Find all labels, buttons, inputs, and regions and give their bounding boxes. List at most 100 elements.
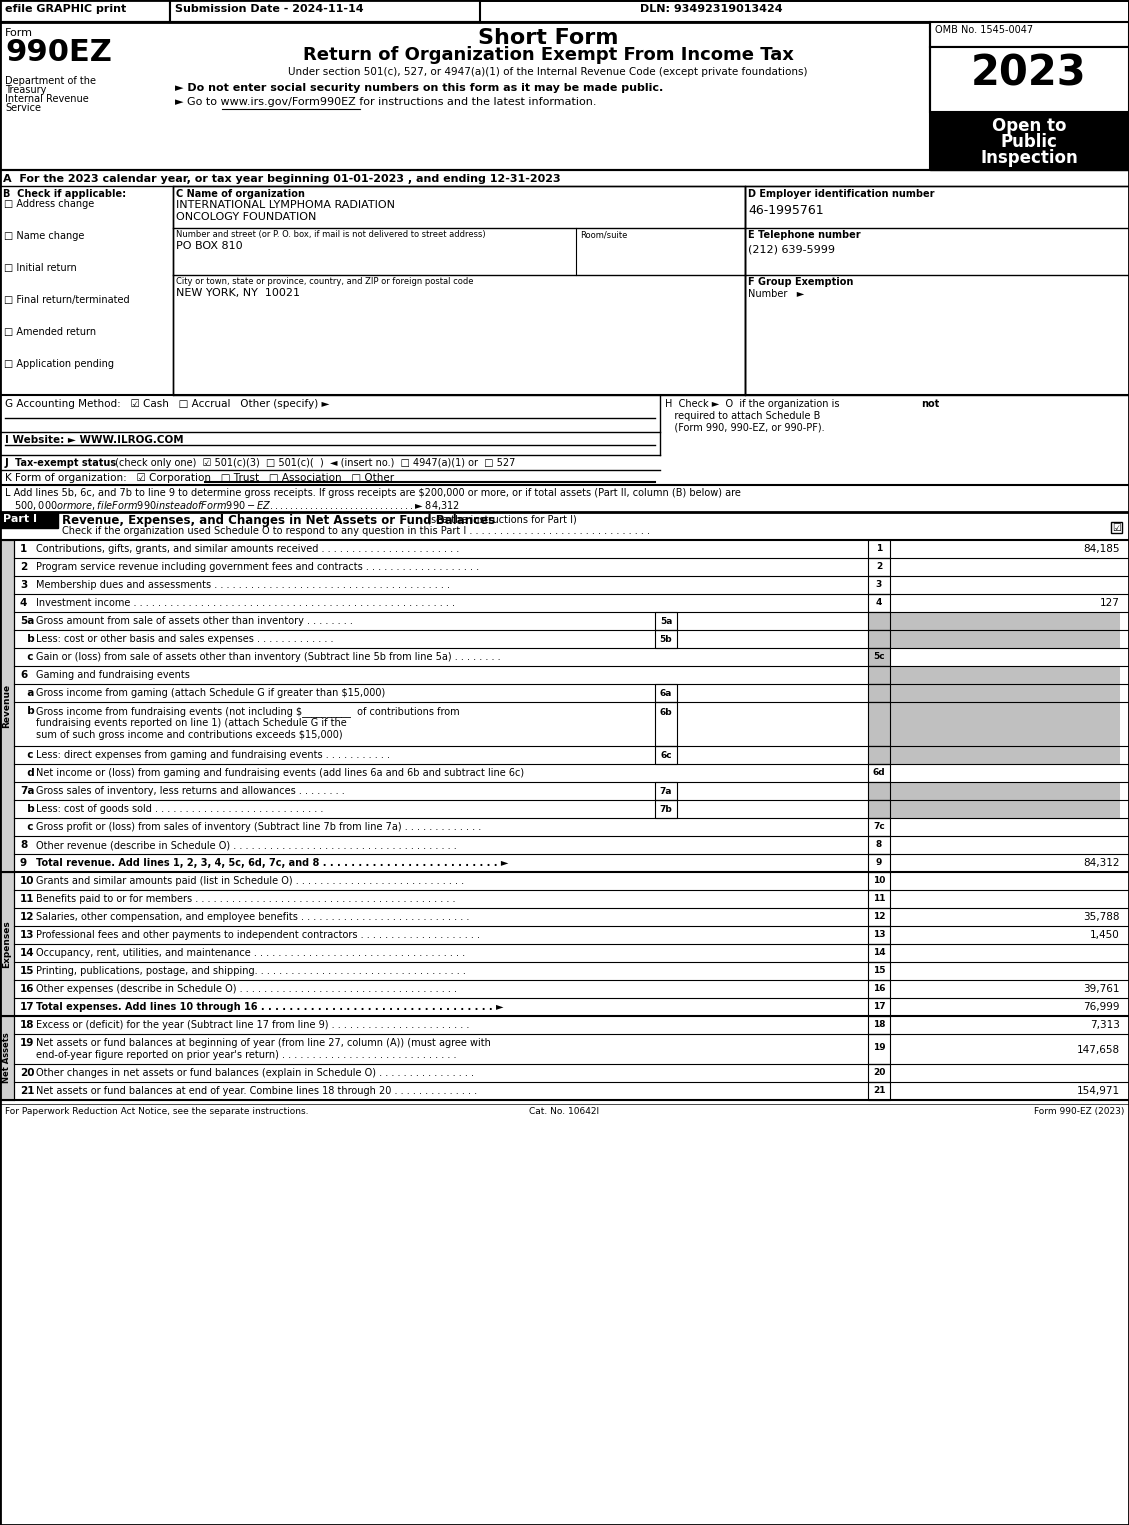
Text: 19: 19 bbox=[20, 1039, 34, 1048]
Text: Less: cost of goods sold . . . . . . . . . . . . . . . . . . . . . . . . . . . .: Less: cost of goods sold . . . . . . . .… bbox=[36, 804, 323, 814]
Bar bbox=[890, 746, 1120, 764]
Text: Membership dues and assessments . . . . . . . . . . . . . . . . . . . . . . . . : Membership dues and assessments . . . . … bbox=[36, 580, 450, 590]
Text: 7,313: 7,313 bbox=[1091, 1020, 1120, 1029]
Text: 14: 14 bbox=[873, 947, 885, 956]
Text: Number and street (or P. O. box, if mail is not delivered to street address): Number and street (or P. O. box, if mail… bbox=[176, 230, 485, 239]
Text: E Telephone number: E Telephone number bbox=[749, 230, 860, 239]
Bar bbox=[0, 540, 14, 872]
Text: □ Application pending: □ Application pending bbox=[5, 358, 114, 369]
Text: 1,450: 1,450 bbox=[1091, 930, 1120, 939]
Bar bbox=[868, 801, 890, 817]
Text: 5c: 5c bbox=[873, 651, 885, 660]
Text: Benefits paid to or for members . . . . . . . . . . . . . . . . . . . . . . . . : Benefits paid to or for members . . . . … bbox=[36, 894, 455, 904]
Bar bbox=[170, 0, 480, 21]
Bar bbox=[868, 685, 890, 702]
Text: a: a bbox=[20, 688, 34, 698]
Text: Gross sales of inventory, less returns and allowances . . . . . . . .: Gross sales of inventory, less returns a… bbox=[36, 785, 344, 796]
Text: 1: 1 bbox=[20, 544, 27, 554]
Text: 16: 16 bbox=[20, 984, 35, 994]
Text: □ Amended return: □ Amended return bbox=[5, 326, 96, 337]
Text: 12: 12 bbox=[20, 912, 35, 923]
Text: 7b: 7b bbox=[659, 805, 673, 814]
Bar bbox=[930, 47, 1129, 111]
Text: 12: 12 bbox=[873, 912, 885, 921]
Text: 39,761: 39,761 bbox=[1084, 984, 1120, 994]
Text: b: b bbox=[20, 634, 35, 644]
Bar bbox=[868, 981, 890, 997]
Text: Department of the: Department of the bbox=[5, 76, 96, 85]
Text: Revenue: Revenue bbox=[2, 683, 11, 727]
Text: Less: cost or other basis and sales expenses . . . . . . . . . . . . .: Less: cost or other basis and sales expe… bbox=[36, 634, 333, 644]
Text: Form: Form bbox=[5, 27, 33, 38]
Text: Gross amount from sale of assets other than inventory . . . . . . . .: Gross amount from sale of assets other t… bbox=[36, 616, 353, 625]
Text: Gross profit or (loss) from sales of inventory (Subtract line 7b from line 7a) .: Gross profit or (loss) from sales of inv… bbox=[36, 822, 481, 833]
Text: ONCOLOGY FOUNDATION: ONCOLOGY FOUNDATION bbox=[176, 212, 316, 223]
Text: ► Do not enter social security numbers on this form as it may be made public.: ► Do not enter social security numbers o… bbox=[175, 82, 663, 93]
Text: Gain or (loss) from sale of assets other than inventory (Subtract line 5b from l: Gain or (loss) from sale of assets other… bbox=[36, 653, 500, 662]
Bar bbox=[0, 0, 1129, 21]
Text: Short Form: Short Form bbox=[478, 27, 619, 47]
Text: Public: Public bbox=[1000, 133, 1058, 151]
Text: □ Address change: □ Address change bbox=[5, 198, 94, 209]
Text: $500,000 or more, file Form 990 instead of Form 990-EZ . . . . . . . . . . . . .: $500,000 or more, file Form 990 instead … bbox=[5, 499, 460, 512]
Bar bbox=[868, 891, 890, 907]
Text: Gaming and fundraising events: Gaming and fundraising events bbox=[36, 669, 190, 680]
Text: Expenses: Expenses bbox=[2, 920, 11, 968]
Bar bbox=[1111, 522, 1122, 534]
Text: 13: 13 bbox=[20, 930, 35, 939]
Text: □ Initial return: □ Initial return bbox=[5, 262, 77, 273]
Text: Less: direct expenses from gaming and fundraising events . . . . . . . . . . .: Less: direct expenses from gaming and fu… bbox=[36, 750, 390, 759]
Text: L Add lines 5b, 6c, and 7b to line 9 to determine gross receipts. If gross recei: L Add lines 5b, 6c, and 7b to line 9 to … bbox=[5, 488, 741, 499]
Text: 9: 9 bbox=[20, 859, 27, 868]
Text: Form 990-EZ (2023): Form 990-EZ (2023) bbox=[1034, 1107, 1124, 1116]
Bar bbox=[868, 872, 890, 891]
Bar bbox=[0, 0, 170, 21]
Bar bbox=[745, 186, 1129, 395]
Bar bbox=[655, 702, 677, 746]
Text: 13: 13 bbox=[873, 930, 885, 938]
Text: 9: 9 bbox=[876, 857, 882, 866]
Text: Cat. No. 10642I: Cat. No. 10642I bbox=[530, 1107, 599, 1116]
Text: 8: 8 bbox=[876, 840, 882, 848]
Bar bbox=[868, 746, 890, 764]
Text: 3: 3 bbox=[876, 580, 882, 589]
Text: 10: 10 bbox=[873, 875, 885, 884]
Text: 21: 21 bbox=[20, 1086, 35, 1096]
Text: Professional fees and other payments to independent contractors . . . . . . . . : Professional fees and other payments to … bbox=[36, 930, 480, 939]
Bar bbox=[868, 1064, 890, 1083]
Text: b: b bbox=[20, 804, 35, 814]
Bar bbox=[655, 746, 677, 764]
Text: F Group Exemption: F Group Exemption bbox=[749, 278, 854, 287]
Text: sum of such gross income and contributions exceeds $15,000): sum of such gross income and contributio… bbox=[36, 730, 342, 740]
Text: 7a: 7a bbox=[20, 785, 35, 796]
Text: Service: Service bbox=[5, 104, 41, 113]
Bar bbox=[890, 630, 1120, 648]
Bar bbox=[868, 630, 890, 648]
Text: c: c bbox=[20, 750, 34, 759]
Text: Occupancy, rent, utilities, and maintenance . . . . . . . . . . . . . . . . . . : Occupancy, rent, utilities, and maintena… bbox=[36, 949, 465, 958]
Text: Excess or (deficit) for the year (Subtract line 17 from line 9) . . . . . . . . : Excess or (deficit) for the year (Subtra… bbox=[36, 1020, 470, 1029]
Text: 6d: 6d bbox=[873, 767, 885, 776]
Bar bbox=[930, 21, 1129, 47]
Text: B  Check if applicable:: B Check if applicable: bbox=[3, 189, 126, 198]
Text: D Employer identification number: D Employer identification number bbox=[749, 189, 935, 198]
Text: 2: 2 bbox=[876, 561, 882, 570]
Text: □ Final return/terminated: □ Final return/terminated bbox=[5, 294, 130, 305]
Text: 4: 4 bbox=[20, 598, 27, 608]
Text: H  Check ►  O  if the organization is: H Check ► O if the organization is bbox=[665, 400, 842, 409]
Text: Program service revenue including government fees and contracts . . . . . . . . : Program service revenue including govern… bbox=[36, 563, 479, 572]
Text: 20: 20 bbox=[873, 1068, 885, 1077]
Text: 990EZ: 990EZ bbox=[5, 38, 112, 67]
Text: 8: 8 bbox=[20, 840, 27, 849]
Text: 17: 17 bbox=[20, 1002, 35, 1013]
Bar bbox=[655, 685, 677, 702]
Text: (see the instructions for Part I): (see the instructions for Part I) bbox=[425, 514, 577, 525]
Bar bbox=[0, 1016, 14, 1100]
Text: Other revenue (describe in Schedule O) . . . . . . . . . . . . . . . . . . . . .: Other revenue (describe in Schedule O) .… bbox=[36, 840, 457, 849]
Bar bbox=[655, 782, 677, 801]
Text: efile GRAPHIC print: efile GRAPHIC print bbox=[5, 5, 126, 14]
Text: 6b: 6b bbox=[659, 708, 672, 717]
Bar bbox=[0, 21, 930, 169]
Bar bbox=[890, 612, 1120, 630]
Text: I Website: ► WWW.ILROG.COM: I Website: ► WWW.ILROG.COM bbox=[5, 435, 184, 445]
